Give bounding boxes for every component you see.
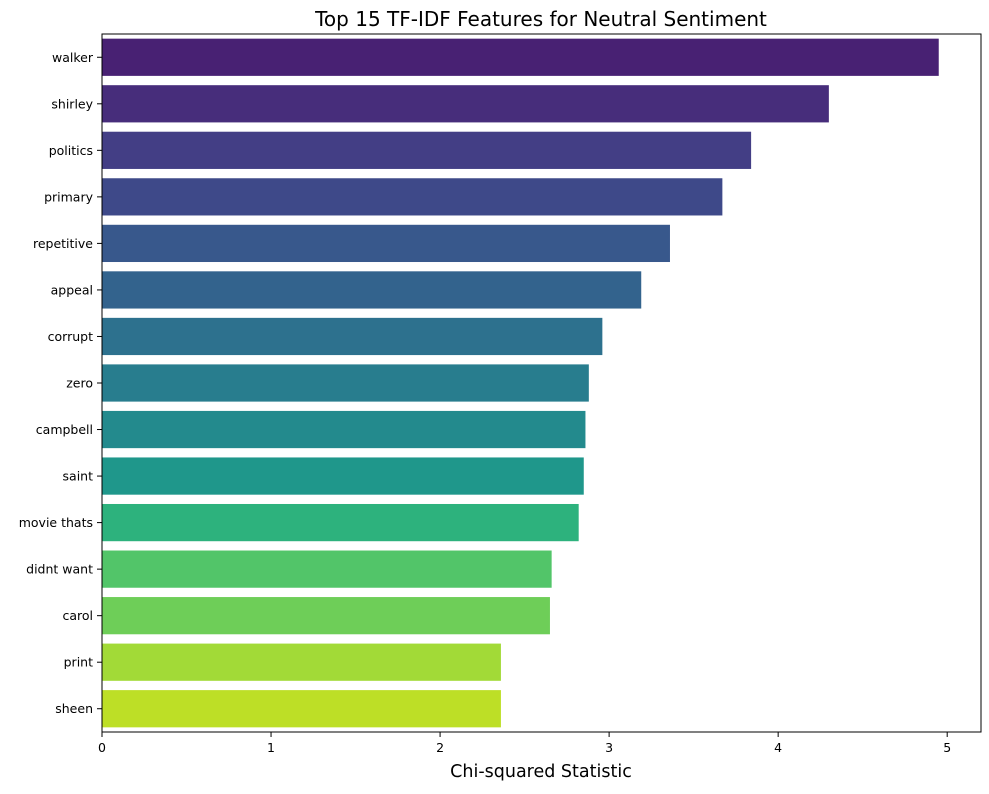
category-label: repetitive (33, 236, 93, 251)
bar-corrupt (102, 317, 603, 356)
category-label: politics (49, 143, 93, 158)
category-label: walker (52, 50, 94, 65)
category-label: campbell (36, 422, 93, 437)
bar-politics (102, 131, 752, 169)
x-tick-label: 3 (605, 740, 613, 755)
bar-saint (102, 457, 584, 495)
category-label: carol (62, 608, 93, 623)
x-axis-ticks: 0 1 2 3 4 5 (98, 732, 951, 755)
category-label: shirley (51, 96, 93, 111)
x-tick-label: 1 (267, 740, 275, 755)
category-label: appeal (51, 282, 93, 297)
plot-frame (101, 33, 982, 733)
bar-print (102, 643, 501, 681)
category-label: print (64, 655, 93, 670)
category-labels: walker shirley politics primary repetitive ap… (19, 50, 102, 716)
x-tick-label: 0 (98, 740, 106, 755)
category-label: corrupt (48, 329, 93, 344)
bar-primary (102, 178, 723, 216)
category-label: saint (63, 469, 94, 484)
category-label: primary (44, 189, 94, 204)
x-axis-label: Chi-squared Statistic (450, 762, 632, 782)
category-label: didnt want (26, 562, 93, 577)
bar-didnt-want (102, 550, 552, 588)
bar-shirley (102, 85, 829, 123)
bar-movie-thats (102, 503, 579, 542)
category-label: sheen (55, 701, 93, 716)
category-label: movie thats (19, 515, 93, 530)
chart-title: Top 15 TF-IDF Features for Neutral Senti… (314, 7, 767, 31)
bar-zero (102, 364, 589, 402)
x-tick-label: 5 (943, 740, 951, 755)
x-tick-label: 4 (774, 740, 782, 755)
bar-repetitive (102, 224, 670, 263)
bar-campbell (102, 410, 586, 449)
category-label: zero (66, 376, 93, 391)
x-tick-label: 2 (436, 740, 444, 755)
bar-appeal (102, 271, 642, 309)
bar-walker (102, 38, 939, 76)
bar-sheen (102, 690, 501, 728)
bars-layer (102, 38, 939, 728)
bar-carol (102, 597, 550, 635)
